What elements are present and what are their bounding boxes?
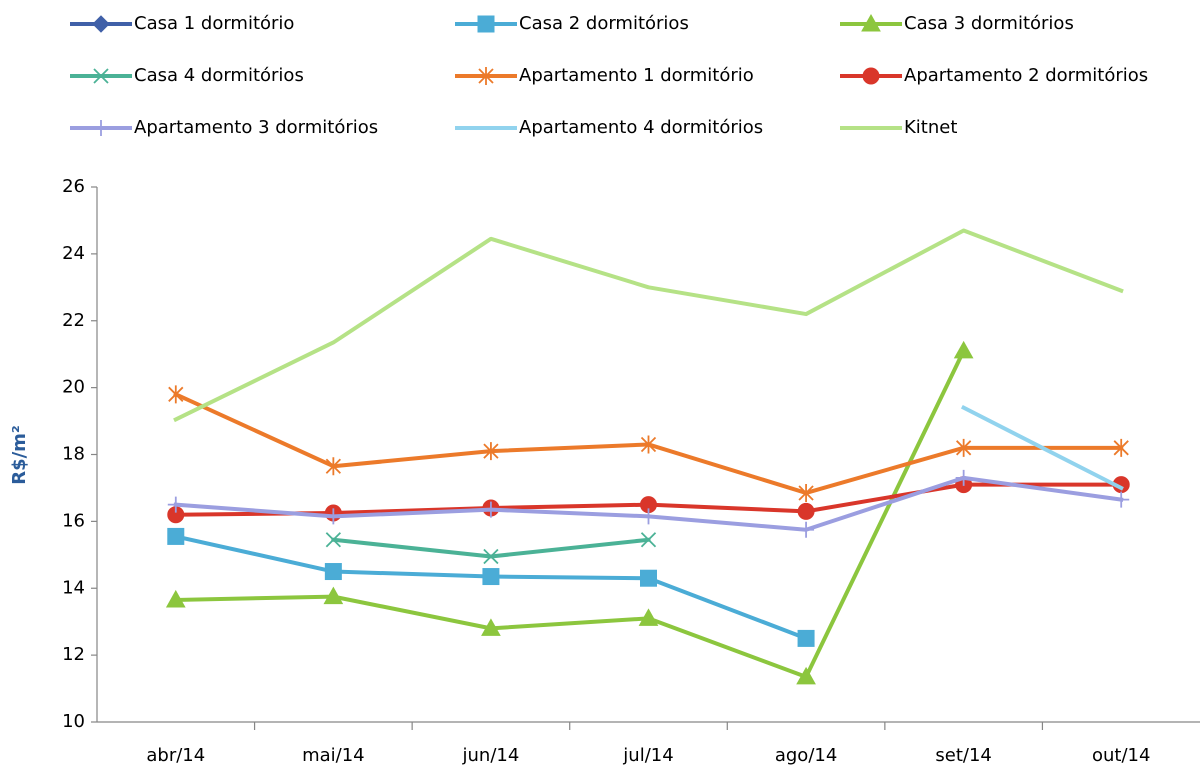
y-tick-label: 12 [62, 644, 85, 665]
legend-marker [93, 68, 109, 84]
marker [640, 435, 657, 454]
series-line [331, 537, 651, 559]
series-line [173, 348, 967, 679]
legend-marker [477, 15, 495, 33]
marker [325, 457, 341, 476]
marker [325, 532, 341, 548]
marker [481, 618, 501, 636]
marker [956, 438, 972, 457]
y-tick-label: 24 [62, 243, 85, 264]
marker [482, 568, 500, 586]
legend-label: Apartamento 4 dormitórios [519, 117, 763, 138]
x-tick-label: jun/14 [462, 745, 520, 766]
marker [483, 548, 499, 565]
marker [482, 501, 499, 518]
legend-marker [93, 120, 109, 136]
marker [483, 442, 499, 461]
marker [953, 340, 974, 359]
y-tick-label: 14 [62, 577, 85, 598]
marker [165, 589, 186, 608]
marker [797, 502, 815, 520]
legend-label: Casa 4 dormitórios [134, 65, 304, 86]
marker [640, 569, 657, 587]
legend-label: Apartamento 1 dormitório [519, 65, 754, 86]
x-tick-label: mai/14 [302, 745, 365, 766]
legend-marker [478, 67, 494, 85]
marker [638, 608, 659, 626]
marker [1113, 438, 1129, 457]
y-tick-label: 22 [62, 310, 85, 331]
marker [323, 586, 344, 605]
marker [167, 496, 184, 513]
legend-marker [861, 13, 881, 32]
legend-marker [862, 67, 880, 85]
legend-label: Apartamento 2 dormitórios [904, 65, 1148, 86]
series-line [173, 228, 1124, 423]
x-tick-label: set/14 [935, 745, 991, 766]
x-tick-label: out/14 [1092, 745, 1150, 766]
marker [640, 532, 657, 548]
y-tick-label: 20 [62, 377, 85, 398]
y-tick-label: 10 [62, 711, 85, 732]
marker [797, 629, 815, 647]
y-tick-label: 18 [62, 444, 85, 465]
x-tick-label: jul/14 [622, 745, 673, 766]
marker [796, 666, 816, 685]
y-tick-label: 16 [62, 510, 85, 531]
marker [955, 469, 972, 486]
legend-label: Casa 1 dormitório [134, 13, 294, 34]
marker [640, 508, 657, 525]
legend-marker [92, 15, 110, 33]
y-axis-label: R$/m² [9, 425, 30, 485]
legend-label: Apartamento 3 dormitórios [134, 117, 378, 138]
marker [168, 385, 184, 404]
marker [798, 521, 815, 538]
marker [798, 483, 814, 502]
marker [167, 527, 185, 545]
legend-label: Kitnet [904, 117, 957, 138]
marker [325, 508, 342, 525]
x-tick-label: abr/14 [146, 745, 205, 766]
marker [324, 563, 342, 581]
legend-label: Casa 3 dormitórios [904, 13, 1074, 34]
marker [1113, 491, 1130, 508]
x-tick-label: ago/14 [775, 745, 837, 766]
y-tick-label: 26 [62, 176, 85, 197]
legend-label: Casa 2 dormitórios [519, 13, 689, 34]
series-line [960, 404, 1124, 491]
